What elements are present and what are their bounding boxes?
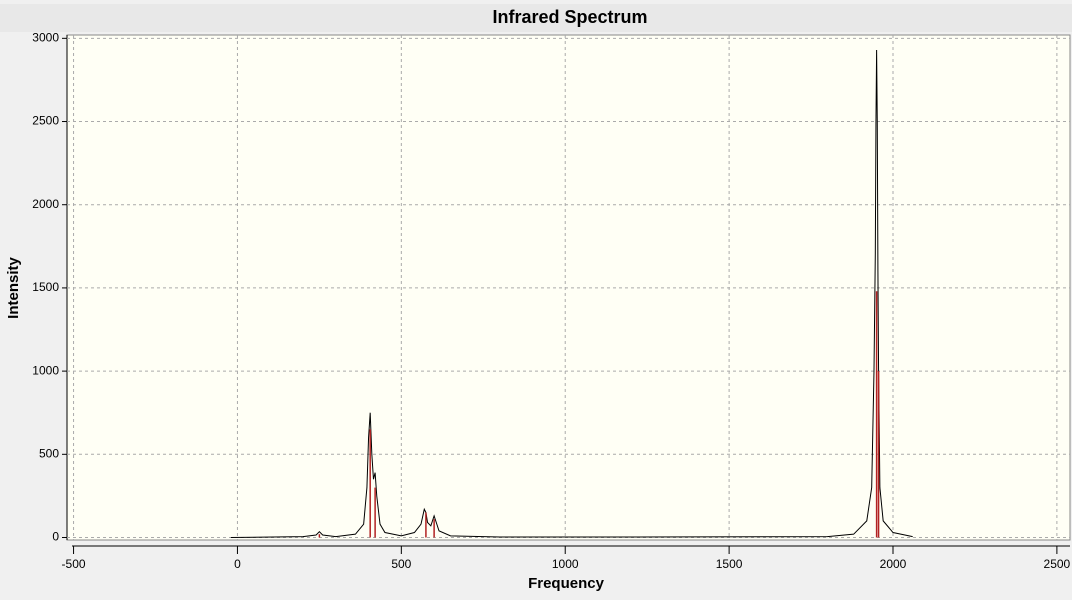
title-bar xyxy=(0,4,1072,32)
y-tick-label: 2500 xyxy=(32,114,59,128)
x-tick-label: 2500 xyxy=(1044,557,1071,571)
x-tick-label: 0 xyxy=(234,557,241,571)
y-tick-label: 3000 xyxy=(32,30,59,44)
y-tick-label: 500 xyxy=(39,446,59,460)
y-tick-label: 2000 xyxy=(32,197,59,211)
y-tick-label: 1000 xyxy=(32,363,59,377)
y-axis-title: Intensity xyxy=(5,257,22,319)
chart-title: Infrared Spectrum xyxy=(492,7,647,27)
x-tick-label: 500 xyxy=(391,557,411,571)
spectrum-line xyxy=(230,49,913,538)
x-tick-label: 1500 xyxy=(716,557,743,571)
y-tick-label: 1500 xyxy=(32,280,59,294)
x-tick-label: 2000 xyxy=(880,557,907,571)
x-tick-label: -500 xyxy=(62,557,86,571)
y-tick-label: 0 xyxy=(52,530,59,544)
x-tick-label: 1000 xyxy=(552,557,579,571)
x-axis-title: Frequency xyxy=(528,575,605,592)
